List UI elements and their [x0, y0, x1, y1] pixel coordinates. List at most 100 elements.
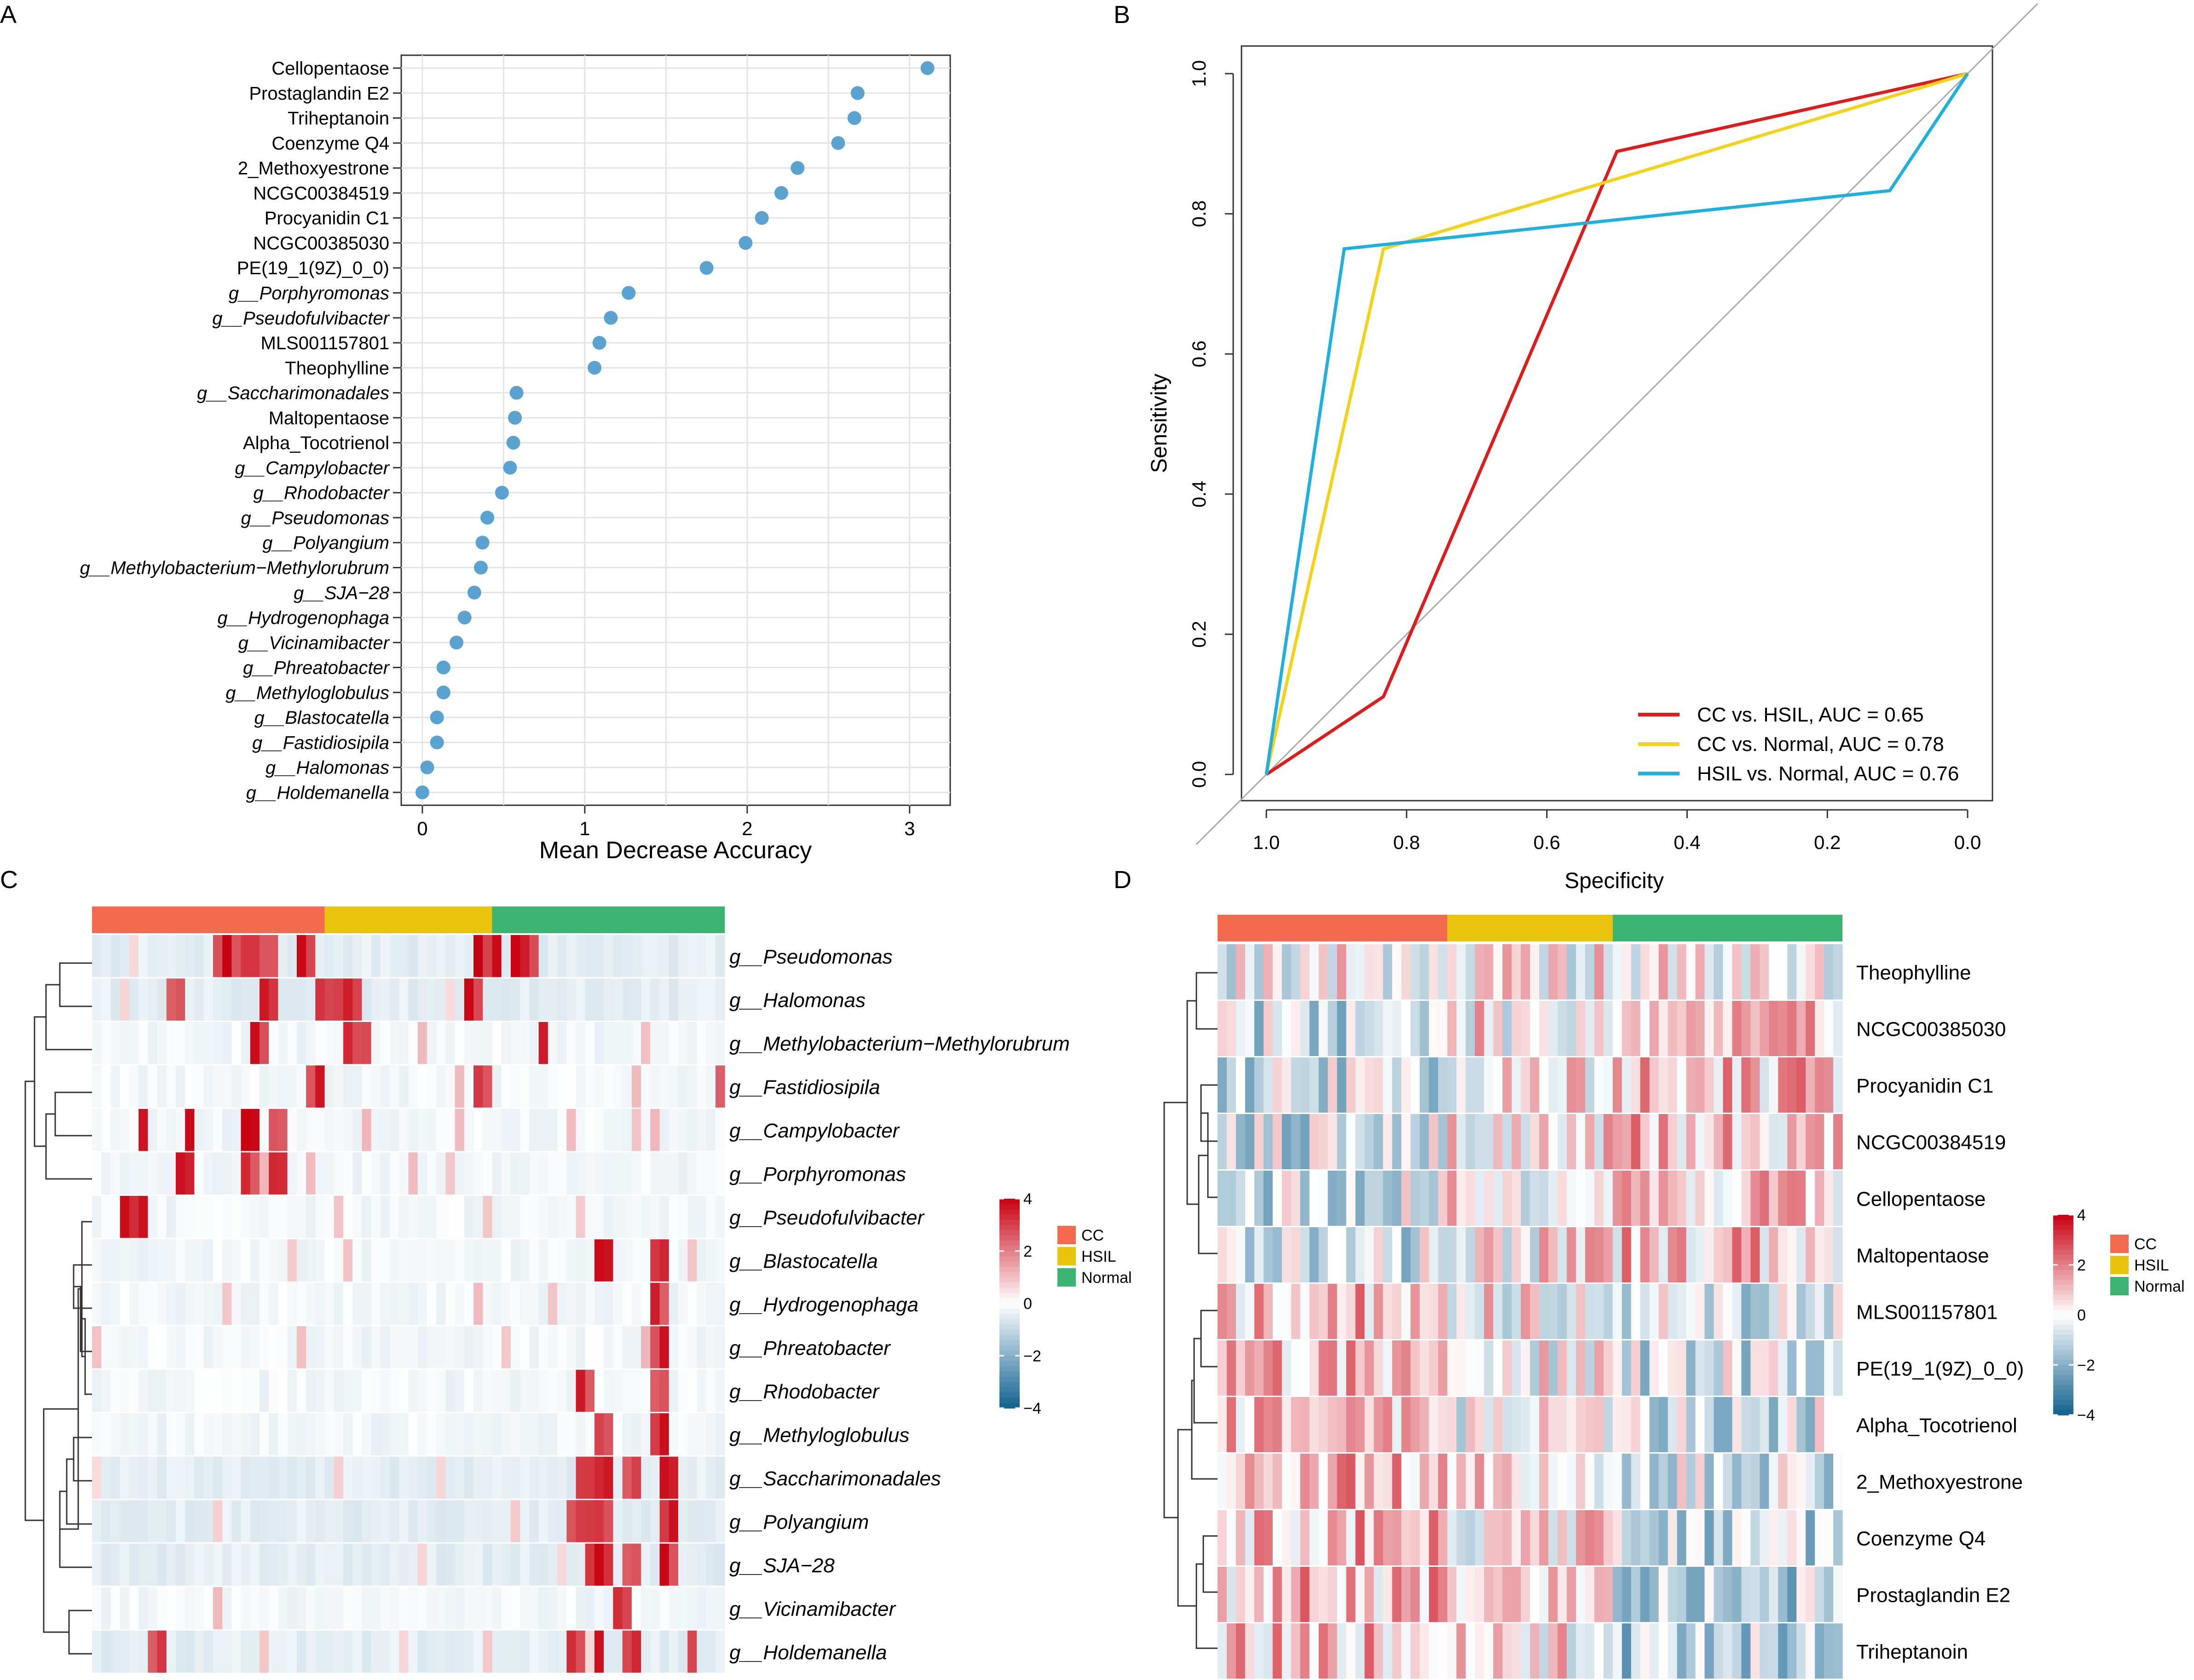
c-cell: [557, 1282, 567, 1325]
d-cell: [1429, 1397, 1438, 1452]
d-cell: [1686, 944, 1696, 999]
c-cell: [417, 935, 427, 977]
c-cell: [576, 1587, 586, 1629]
panel-b-y-title: Sensitivity: [1147, 374, 1172, 473]
c-cell: [631, 1587, 641, 1629]
c-cell: [362, 978, 372, 1021]
c-cell: [557, 1413, 567, 1455]
d-cell: [1539, 944, 1549, 999]
c-cell: [166, 1065, 176, 1108]
c-cell: [176, 978, 185, 1021]
c-cell: [622, 1065, 632, 1108]
d-cell: [1585, 1397, 1595, 1452]
c-cell: [185, 1065, 195, 1108]
d-cell: [1484, 1057, 1494, 1113]
c-cell: [594, 1456, 604, 1499]
c-scale-step: [999, 1334, 1020, 1341]
d-cell: [1778, 1171, 1788, 1226]
c-group-label-hsil: HSIL: [1081, 1248, 1116, 1265]
c-cell: [324, 1456, 335, 1499]
c-cell: [334, 1152, 344, 1195]
d-cell: [1769, 1454, 1778, 1509]
d-cell: [1429, 1340, 1438, 1396]
c-cell: [362, 1282, 372, 1325]
c-cell: [139, 1282, 148, 1325]
d-cell: [1603, 1057, 1613, 1113]
c-cell: [464, 1152, 474, 1195]
d-cell: [1668, 1227, 1678, 1282]
c-cell: [669, 1282, 679, 1325]
a-point-g-porphyromonas: [622, 286, 636, 300]
d-cell: [1695, 1171, 1705, 1226]
d-cell: [1824, 1114, 1834, 1169]
d-cell: [1346, 1057, 1356, 1113]
c-cell: [343, 1195, 353, 1238]
c-cell: [445, 1108, 456, 1151]
c-cell: [455, 1456, 465, 1499]
d-cell: [1254, 944, 1264, 999]
c-cell: [306, 1152, 316, 1195]
c-cell: [510, 1326, 520, 1368]
d-cell: [1309, 1567, 1319, 1622]
c-cell: [604, 1630, 613, 1673]
d-cell: [1493, 944, 1503, 999]
c-cell: [641, 1282, 651, 1325]
c-cell: [631, 978, 641, 1021]
c-cell: [213, 1456, 223, 1499]
d-cell: [1227, 1227, 1236, 1282]
c-cell: [510, 1239, 520, 1282]
d-cell: [1512, 1057, 1521, 1113]
c-cell: [483, 1500, 493, 1542]
c-cell: [287, 1543, 297, 1586]
d-cell: [1704, 1284, 1714, 1339]
d-cell: [1530, 1340, 1540, 1396]
c-cell: [566, 1413, 577, 1455]
c-cell: [213, 1239, 223, 1282]
c-cell: [129, 935, 139, 977]
c-cell: [622, 1282, 632, 1325]
c-cell: [594, 978, 604, 1021]
d-cell: [1245, 1567, 1255, 1622]
d-cell: [1723, 1171, 1732, 1226]
c-cell: [157, 1543, 167, 1586]
c-cell: [417, 1152, 427, 1195]
c-cell: [566, 1630, 577, 1673]
d-cell: [1594, 944, 1604, 999]
d-cell: [1585, 1171, 1595, 1226]
c-cell: [203, 1282, 214, 1325]
c-cell: [566, 1282, 577, 1325]
d-cell: [1612, 1623, 1622, 1679]
c-cell: [678, 1022, 688, 1064]
d-cell: [1328, 1397, 1338, 1452]
d-cell: [1612, 1340, 1622, 1396]
d-cell: [1778, 1454, 1788, 1509]
d-cell: [1227, 1567, 1236, 1622]
d-cell: [1512, 1340, 1521, 1396]
c-cell: [194, 1065, 204, 1108]
d-cell: [1456, 1001, 1466, 1056]
c-cell: [641, 1195, 651, 1238]
c-cell: [352, 1195, 362, 1238]
c-cell: [222, 1587, 232, 1629]
c-cell: [315, 1195, 325, 1238]
c-cell: [455, 1282, 465, 1325]
c-cell: [120, 1630, 130, 1673]
c-cell: [473, 1065, 483, 1108]
c-cell: [101, 1456, 111, 1499]
c-cell: [157, 1587, 167, 1629]
c-cell: [334, 1500, 344, 1542]
d-cell: [1594, 1454, 1604, 1509]
d-cell: [1566, 944, 1576, 999]
d-cell: [1833, 1454, 1843, 1509]
d-cell: [1566, 1114, 1576, 1169]
d-scale-step: [2053, 1410, 2073, 1415]
c-cell: [324, 935, 335, 977]
c-cell: [436, 1369, 446, 1412]
c-cell: [166, 1239, 176, 1282]
d-cell: [1815, 1510, 1824, 1565]
d-scale-step: [2053, 1390, 2073, 1396]
c-cell: [501, 1326, 511, 1368]
c-cell: [557, 1456, 567, 1499]
c-cell: [706, 1543, 716, 1586]
c-cell: [185, 1369, 195, 1412]
